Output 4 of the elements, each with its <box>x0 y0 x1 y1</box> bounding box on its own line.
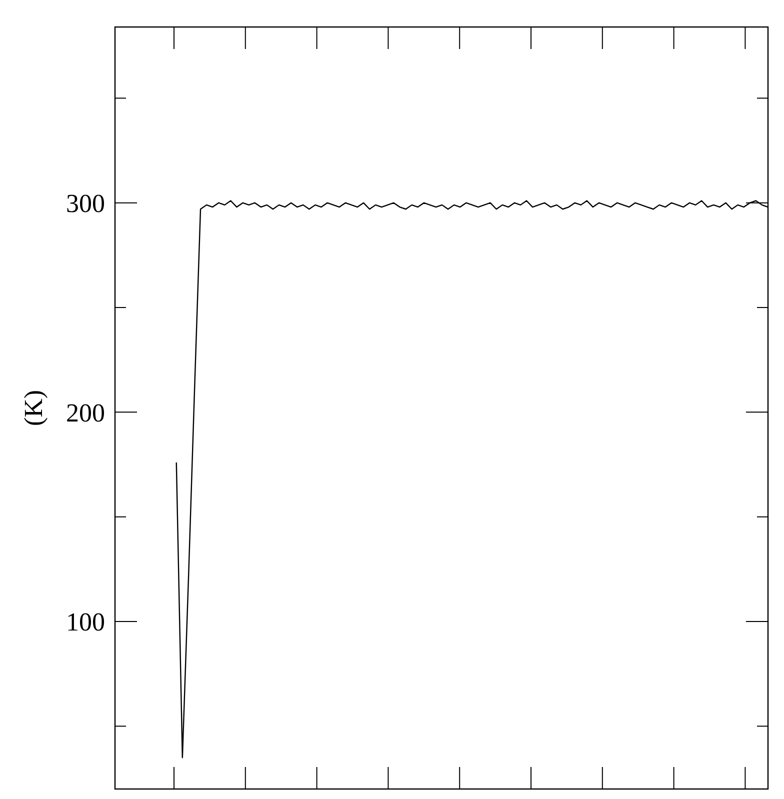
y-tick-label: 200 <box>66 398 105 428</box>
y-tick-label: 300 <box>66 188 105 218</box>
y-tick-label: 100 <box>66 608 105 637</box>
y-axis-title: (K) <box>19 390 48 426</box>
